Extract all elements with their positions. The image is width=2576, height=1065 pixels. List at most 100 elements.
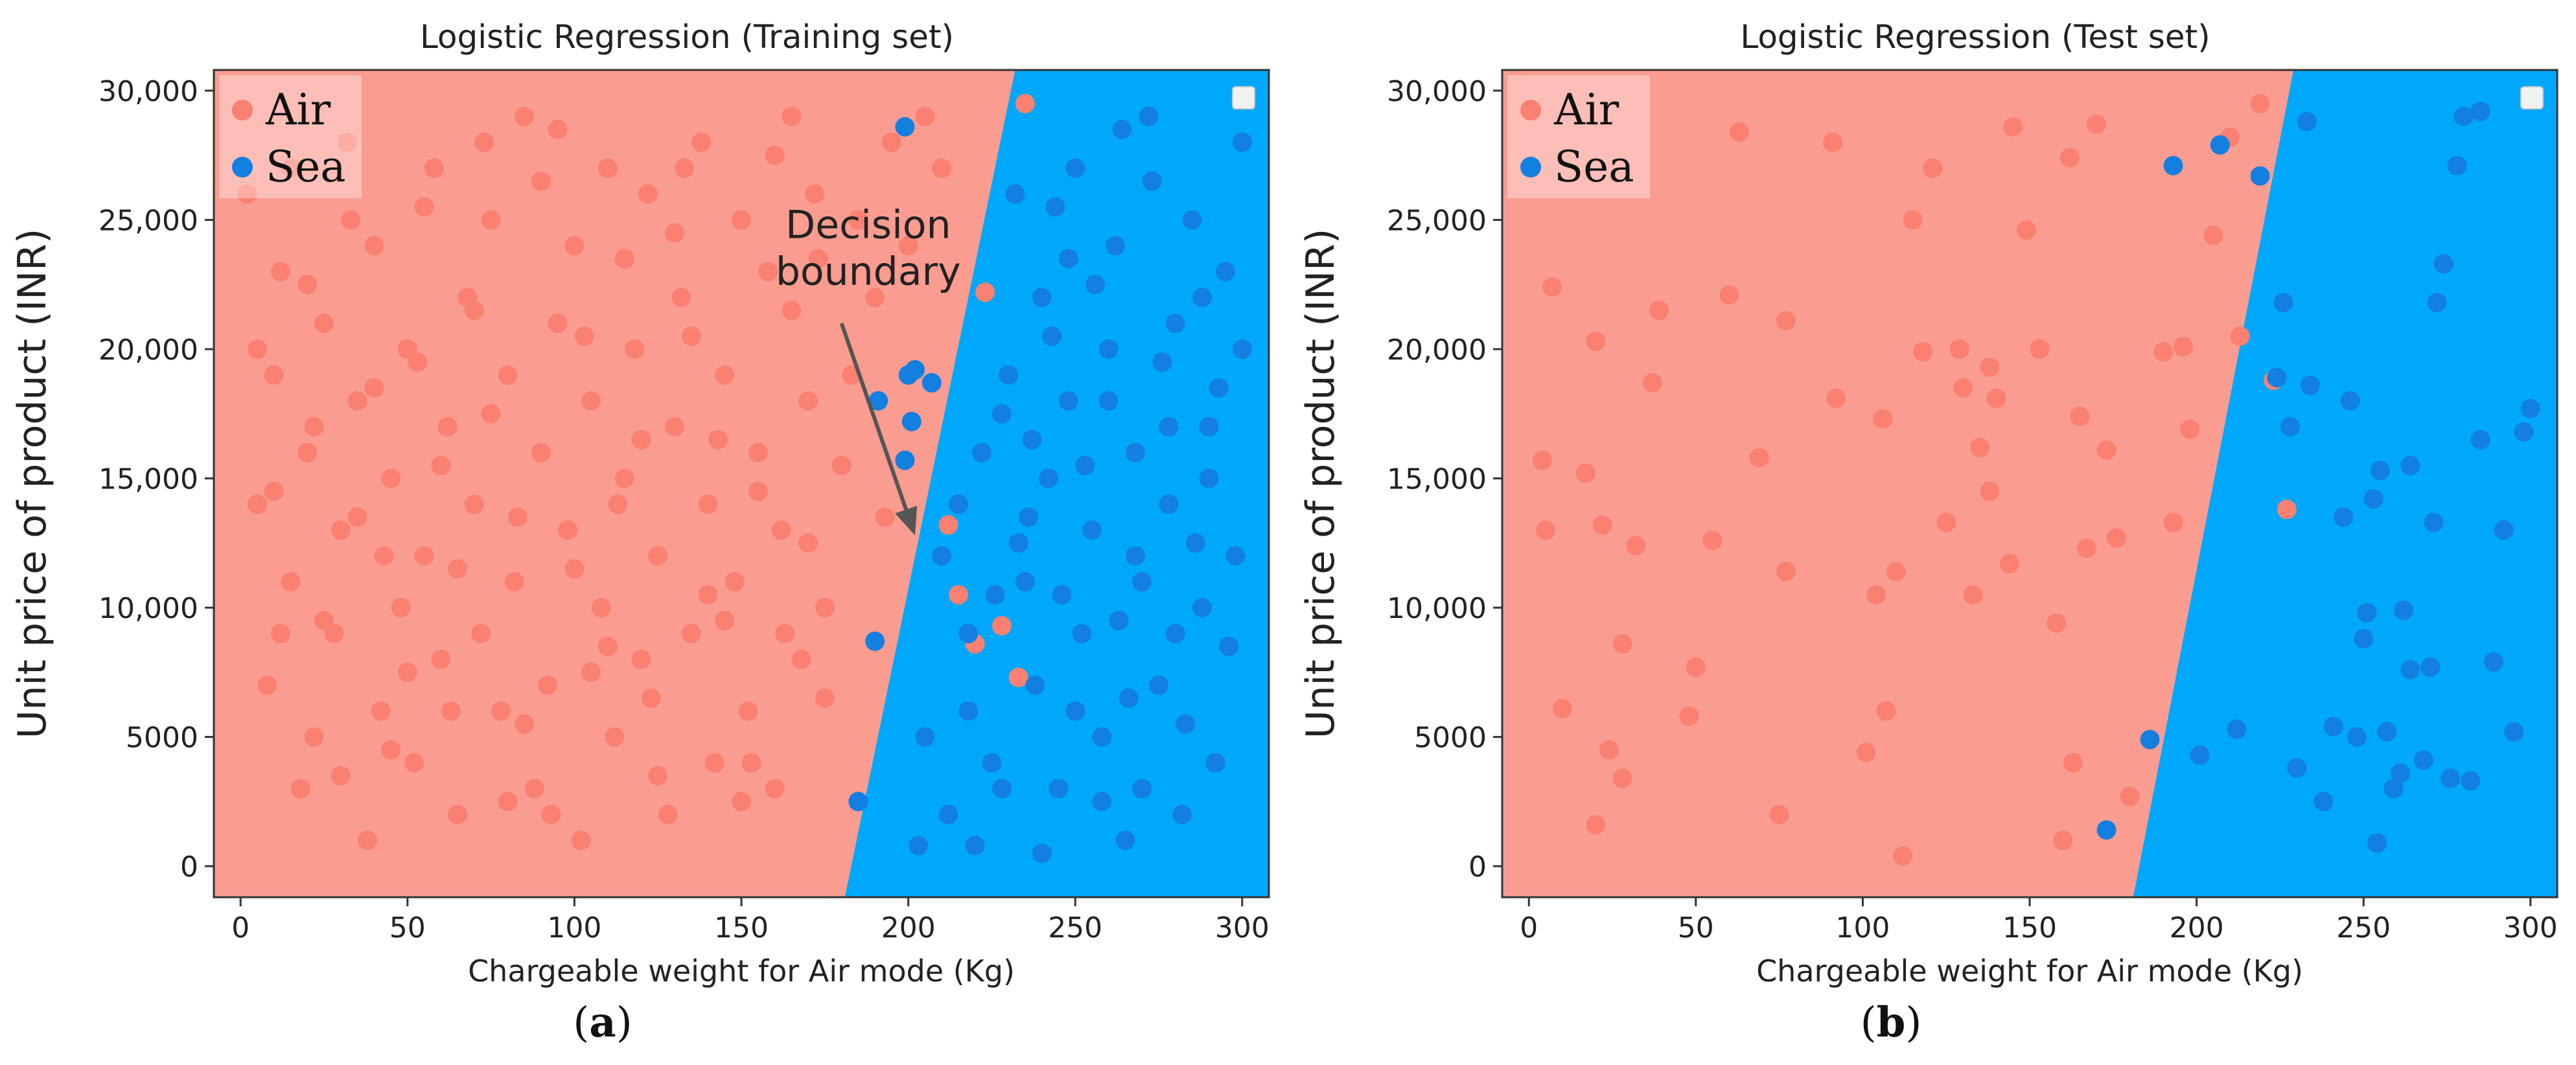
point-air-30 xyxy=(491,701,511,721)
point-air-1 xyxy=(1536,520,1555,540)
point-air-73 xyxy=(347,507,367,527)
legend-background xyxy=(219,75,362,198)
point-air-23 xyxy=(1876,701,1896,721)
legend-marker-sea xyxy=(1520,157,1541,178)
chart-test-set: Logistic Regression (Test set) Air Sea 0… xyxy=(1298,18,2559,1047)
point-sea-43 xyxy=(2354,628,2374,648)
point-sea-22 xyxy=(2433,254,2454,274)
point-air-117 xyxy=(507,507,528,527)
point-air-120 xyxy=(608,494,628,514)
point-air-11 xyxy=(331,520,351,540)
point-sea-41 xyxy=(2470,429,2490,450)
x-axis-label: Chargeable weight for Air mode (Kg) xyxy=(1756,954,2303,989)
point-sea-5 xyxy=(905,360,925,380)
point-sea-3 xyxy=(901,411,922,431)
y-axis-label: Unit price of product (INR) xyxy=(10,229,55,739)
point-air-9 xyxy=(314,314,334,334)
point-air-89 xyxy=(881,132,901,152)
point-air-2 xyxy=(1542,277,1562,297)
point-air-15 xyxy=(364,236,384,256)
point-sea-17 xyxy=(2394,601,2413,620)
point-sea-6 xyxy=(2280,417,2300,437)
annotation-arrow-line xyxy=(839,323,908,510)
point-air-27 xyxy=(1923,158,1943,178)
point-sea-1 xyxy=(2140,729,2160,750)
point-air-56 xyxy=(704,753,725,773)
legend-label-sea: Sea xyxy=(266,142,346,192)
point-air-20 xyxy=(404,753,424,773)
point-air-29 xyxy=(1949,339,1969,359)
point-air-10 xyxy=(1642,372,1662,393)
point-sea-57 xyxy=(1219,636,1239,656)
point-air-21 xyxy=(414,546,434,566)
point-air-39 xyxy=(2047,613,2067,633)
point-air-98 xyxy=(631,429,651,450)
point-sea-34 xyxy=(1165,314,1185,334)
point-air-77 xyxy=(481,404,501,424)
point-air-1 xyxy=(248,494,267,514)
annotation-arrow-head xyxy=(895,505,918,536)
point-air-62 xyxy=(758,262,778,282)
point-air-58 xyxy=(725,572,745,592)
point-air-71 xyxy=(281,158,301,178)
point-sea-27 xyxy=(1106,236,1125,256)
point-air-64 xyxy=(771,520,791,540)
legend-marker-sea xyxy=(232,157,253,178)
point-air-104 xyxy=(431,455,451,475)
point-air-100 xyxy=(564,559,585,579)
point-air-69 xyxy=(815,598,835,617)
point-air-50 xyxy=(2174,337,2193,356)
point-air-63 xyxy=(1866,585,1886,605)
point-air-107 xyxy=(331,766,351,786)
point-sea-10 xyxy=(948,494,968,514)
point-air-23 xyxy=(431,649,451,669)
point-air-86 xyxy=(782,301,802,321)
point-air-30 xyxy=(1953,378,1973,398)
point-air-96 xyxy=(698,585,718,605)
panel-a-training-set: Logistic Regression (Training set) Air S… xyxy=(10,18,1270,1047)
point-sea-29 xyxy=(1125,442,1145,463)
point-sea-31 xyxy=(1139,106,1159,126)
point-sea-2 xyxy=(2163,155,2183,176)
point-air-66 xyxy=(791,649,811,669)
point-air-112 xyxy=(341,210,361,230)
point-air-34 xyxy=(524,779,544,799)
point-air-19 xyxy=(1823,132,1842,152)
point-air-65 xyxy=(782,106,802,126)
point-sea-30 xyxy=(1132,572,1152,592)
point-sea-35 xyxy=(1172,805,1192,825)
point-sea-42 xyxy=(1232,132,1252,152)
point-sea-58 xyxy=(1045,197,1065,217)
point-air-22 xyxy=(424,158,444,178)
point-air-16 xyxy=(371,701,391,721)
panel-caption: (a) xyxy=(573,998,632,1047)
point-sea-7 xyxy=(865,631,885,651)
y-tick-label-5: 25,000 xyxy=(99,204,198,237)
point-air-25 xyxy=(1903,210,1923,230)
point-air-51 xyxy=(665,417,684,437)
point-sea-56 xyxy=(1185,533,1205,553)
point-air-37 xyxy=(548,314,568,334)
point-sea-1 xyxy=(868,391,888,411)
y-tick-label-2: 10,000 xyxy=(99,592,198,625)
point-air-46 xyxy=(2106,528,2126,548)
point-air-95 xyxy=(732,792,751,812)
point-air-116 xyxy=(474,132,494,152)
corner-marker-box xyxy=(2520,86,2544,109)
point-sea-32 xyxy=(2190,745,2210,765)
point-sea-17 xyxy=(1025,675,1045,695)
point-air-63 xyxy=(765,779,785,799)
point-sea-45 xyxy=(1098,391,1119,411)
point-air-42 xyxy=(2070,406,2090,426)
point-sea-72 xyxy=(909,836,929,856)
point-air-14 xyxy=(358,830,377,851)
x-tick-label-1: 50 xyxy=(389,911,426,945)
x-tick-label-6: 300 xyxy=(1215,911,1270,945)
legend-label-air: Air xyxy=(265,85,331,135)
annotation-text-line-2: boundary xyxy=(776,249,961,294)
point-air-55 xyxy=(2277,499,2297,520)
point-air-135 xyxy=(975,282,995,303)
point-air-36 xyxy=(2003,117,2023,137)
point-air-61 xyxy=(748,442,768,463)
point-sea-52 xyxy=(1052,585,1072,605)
